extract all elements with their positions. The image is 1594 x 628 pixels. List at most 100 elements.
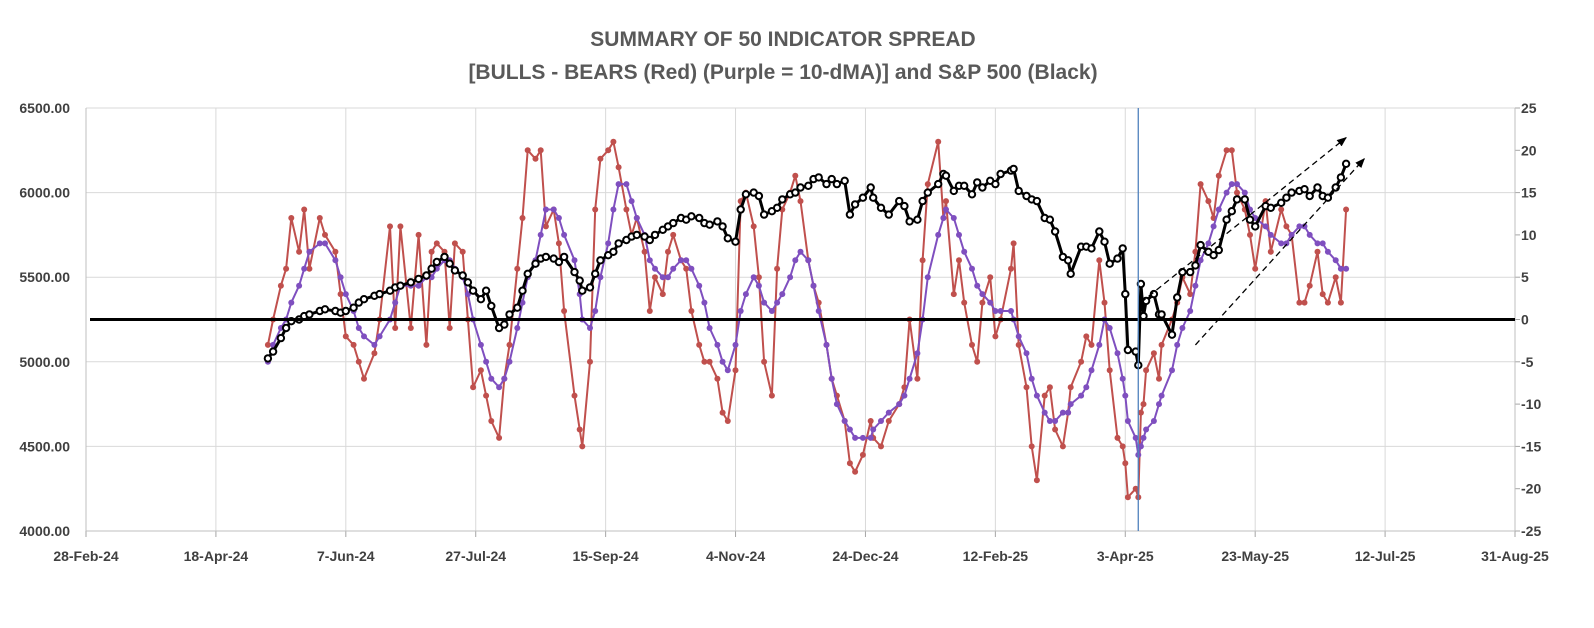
ma10-point (896, 401, 903, 408)
ma10-point (1314, 240, 1321, 247)
ma10-point (337, 274, 344, 281)
ma10-point (810, 282, 817, 289)
ma10-point (1096, 341, 1103, 348)
spread-point (1306, 282, 1313, 289)
spread-point (1324, 299, 1331, 306)
spread-point (1150, 350, 1157, 357)
ma10-point (1241, 189, 1248, 196)
ma10-point (950, 215, 957, 221)
spread-point (477, 367, 484, 374)
spread-point (306, 265, 313, 272)
ma10-point (885, 409, 892, 416)
sp500-point (1266, 203, 1276, 213)
sp500-point (468, 286, 478, 295)
sp500-point (705, 220, 714, 229)
sp500-series (263, 159, 1351, 370)
spread-point (1197, 181, 1204, 188)
sp500-point (796, 183, 805, 192)
ma10-point (956, 231, 962, 238)
sp500-point (923, 188, 932, 197)
ma10-point (288, 299, 295, 306)
spread-point (283, 265, 290, 272)
chart-title-line-1: SUMMARY OF 50 INDICATOR SPREAD (590, 28, 975, 51)
sp500-point (559, 252, 569, 262)
sp500-point (513, 303, 522, 312)
sp500-point (858, 193, 868, 202)
ma10-point (696, 282, 703, 289)
spread-point (797, 198, 804, 205)
x-axis-ticks: 28-Feb-24 18-Apr-24 7-Jun-24 27-Jul-24 15-Se… (53, 548, 1549, 564)
ma10-point (688, 265, 695, 272)
spread-point (1132, 485, 1139, 492)
ma10-point (1205, 240, 1212, 247)
ma10-point (306, 248, 313, 255)
ma10-point (587, 325, 593, 331)
left-tick-label: 6500.00 (19, 100, 70, 116)
ma10-point (332, 257, 339, 264)
x-tick-label: 23-May-25 (1221, 548, 1289, 564)
sp500-point (941, 171, 951, 180)
ma10-point (787, 274, 794, 281)
ma10-point (1179, 325, 1186, 331)
ma10-point (1156, 401, 1162, 408)
sp500-point (996, 169, 1005, 179)
sp500-point (918, 196, 927, 206)
sp500-point (687, 212, 696, 221)
ma10-point (1187, 308, 1194, 314)
ma10-point (322, 240, 328, 247)
spread-point (683, 265, 690, 272)
ma10-point (1041, 409, 1048, 416)
spread-point (350, 341, 357, 348)
spread-point (496, 434, 503, 441)
sp500-point (341, 306, 350, 316)
spread-point (1078, 358, 1085, 365)
ma10-point (768, 308, 775, 314)
ma10-point (1343, 265, 1350, 272)
ma10-point (1033, 392, 1040, 399)
ma10-point (1124, 418, 1131, 424)
sp500-point (1305, 191, 1314, 201)
left-axis-ticks: 4000.00 4500.00 5000.00 5500.00 6000.00 6500.… (19, 100, 70, 539)
series-layer (263, 138, 1351, 501)
ma10-point (719, 358, 726, 365)
spread-point (1033, 477, 1040, 484)
sp500-line (266, 163, 1348, 367)
spread-point (1023, 384, 1030, 391)
spread-point (1106, 367, 1113, 374)
spread-point (264, 341, 271, 348)
spread-point (992, 333, 999, 340)
sp500-point (1045, 215, 1055, 224)
sp500-point (1123, 345, 1133, 355)
ma10-point (1143, 426, 1150, 433)
ma10-point (1114, 350, 1121, 357)
spread-point (615, 164, 622, 171)
ma10-point (701, 299, 708, 306)
spread-point (1052, 426, 1059, 433)
sp500-point (900, 201, 909, 211)
sp500-point (778, 195, 787, 204)
ma10-point (1046, 418, 1053, 424)
sp500-point (973, 178, 982, 187)
ma10-point (935, 231, 942, 238)
spread-point (488, 418, 495, 424)
ma10-point (1158, 392, 1165, 399)
spread-point (446, 325, 453, 331)
ma10-point (537, 231, 544, 238)
spread-point (387, 223, 393, 230)
sp500-point (759, 210, 769, 219)
spread-point (706, 358, 713, 365)
ma10-point (1132, 434, 1139, 441)
ma10-point (805, 257, 812, 264)
sp500-point (1157, 310, 1166, 319)
spread-point (1088, 341, 1095, 348)
spread-point (519, 215, 526, 221)
ma10-point (652, 265, 658, 272)
sp500-point (1014, 186, 1023, 196)
spread-point (579, 443, 586, 450)
sp500-point (1341, 159, 1351, 169)
sp500-point (396, 281, 405, 290)
ma10-point (742, 291, 749, 298)
spread-point (592, 206, 599, 213)
ma10-point (678, 257, 684, 264)
ma10-point (1215, 206, 1222, 213)
